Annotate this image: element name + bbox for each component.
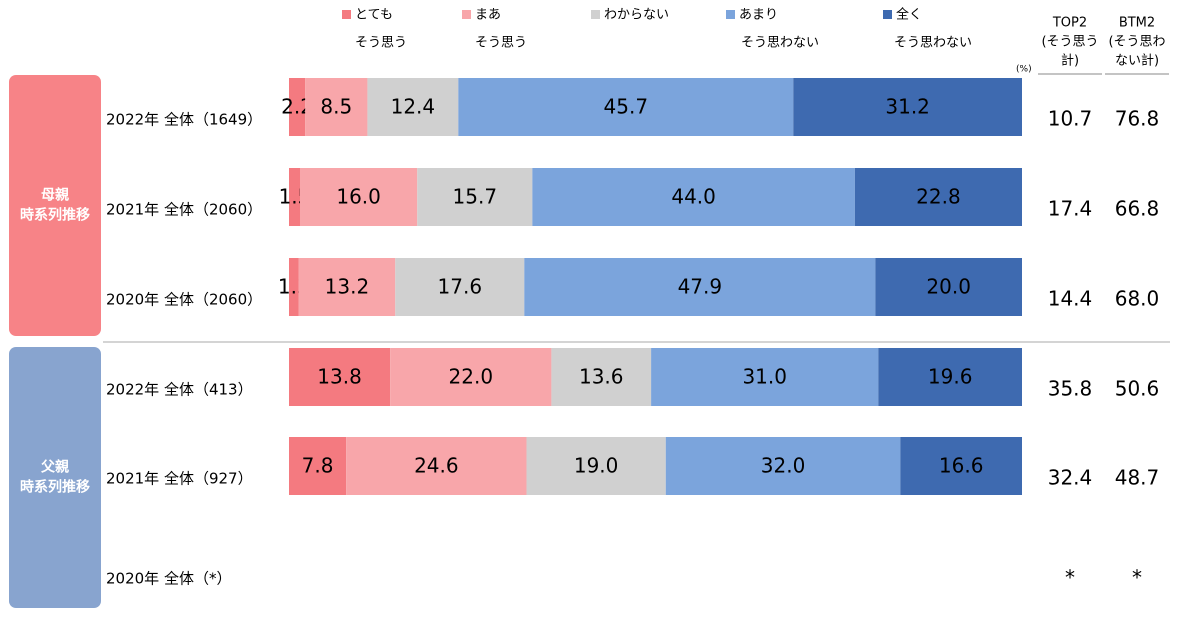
bar-value-label: 16.6 [939,454,984,478]
legend-label: そう思わない [894,36,972,51]
bar-value-label: 47.9 [678,275,723,299]
legend-label: とても [355,8,393,23]
summary-header: BTM2 [1119,16,1155,31]
bar-value-label: 13.2 [325,275,370,299]
bar-segment [793,78,1022,136]
bar-value-label: 45.7 [604,95,649,119]
top2-value: * [1065,566,1075,590]
unit-label: (%) [1016,65,1032,75]
bar-segment [299,168,418,226]
bar-value-label: 44.0 [671,185,716,209]
bar-segment [878,348,1022,406]
bar-value-label: 13.6 [579,365,624,389]
bar-value-label: 32.0 [761,454,806,478]
bar-segment [854,168,1022,226]
group-label: 母親 [41,187,69,204]
group-panel [9,75,101,336]
bar-segment [289,348,391,406]
bar-segment [289,258,299,316]
row-label: 2021年 全体（927） [106,470,253,488]
row-label: 2020年 全体（2060） [106,291,262,309]
row-label: 2020年 全体（*） [106,570,231,588]
bar-segment [289,437,347,495]
btm2-value: 50.6 [1115,377,1160,401]
bar-segment [532,168,855,226]
btm2-value: * [1132,566,1142,590]
bar-value-label: 7.8 [302,454,334,478]
bar-segment [651,348,879,406]
bar-segment [289,78,306,136]
btm2-value: 68.0 [1115,287,1160,311]
bar-segment [305,78,368,136]
bar-value-label: 22.8 [916,185,961,209]
bar-value-label: 16.0 [336,185,381,209]
summary-header: (そう思う [1041,35,1098,50]
top2-value: 35.8 [1048,377,1093,401]
bar-segment [289,168,300,226]
bar-value-label: 19.6 [928,365,973,389]
summary-header: (そう思わ [1108,35,1165,50]
legend-swatch [462,10,471,19]
bar-value-label: 15.7 [453,185,498,209]
legend-label: そう思わない [741,36,819,51]
bar-segment [900,437,1022,495]
bar-segment [551,348,652,406]
btm2-value: 66.8 [1115,197,1160,221]
bar-value-label: 22.0 [449,365,494,389]
bar-value-label: 17.6 [438,275,483,299]
bar-segment [367,78,459,136]
legend-swatch [726,10,735,19]
bar-value-label: 31.2 [885,95,930,119]
bar-value-label: 31.0 [742,365,787,389]
bar-segment [298,258,396,316]
legend-swatch [591,10,600,19]
bar-segment [417,168,533,226]
bar-segment [524,258,876,316]
group-label: 時系列推移 [20,479,90,496]
bar-segment [665,437,901,495]
legend-label: そう思う [475,36,527,51]
legend-label: わからない [604,8,669,23]
top2-value: 14.4 [1048,287,1093,311]
bar-segment [526,437,666,495]
summary-header: TOP2 [1052,16,1087,31]
row-label: 2021年 全体（2060） [106,201,262,219]
bar-value-label: 19.0 [574,454,619,478]
bar-segment [346,437,527,495]
legend-label: まあ [475,8,501,23]
bar-segment [875,258,1022,316]
bar-value-label: 8.5 [320,95,352,119]
legend-label: そう思う [355,36,407,51]
row-label: 2022年 全体（1649） [106,111,262,129]
bar-segment [458,78,794,136]
group-panel [9,347,101,608]
legend-label: あまり [739,8,778,23]
group-label: 父親 [40,459,69,476]
row-label: 2022年 全体（413） [106,381,253,399]
legend-swatch [883,10,892,19]
group-label: 時系列推移 [20,207,90,224]
bar-value-label: 24.6 [414,454,459,478]
summary-header: 計) [1061,53,1079,69]
top2-value: 10.7 [1048,107,1093,131]
top2-value: 32.4 [1048,466,1093,490]
summary-header: ない計) [1115,53,1159,69]
btm2-value: 76.8 [1115,107,1160,131]
legend-label: 全く [896,7,922,23]
top2-value: 17.4 [1048,197,1093,221]
btm2-value: 48.7 [1115,466,1160,490]
bar-segment [395,258,525,316]
legend-swatch [342,10,351,19]
bar-value-label: 20.0 [926,275,971,299]
bar-value-label: 12.4 [391,95,436,119]
bar-segment [390,348,552,406]
bar-value-label: 13.8 [317,365,362,389]
